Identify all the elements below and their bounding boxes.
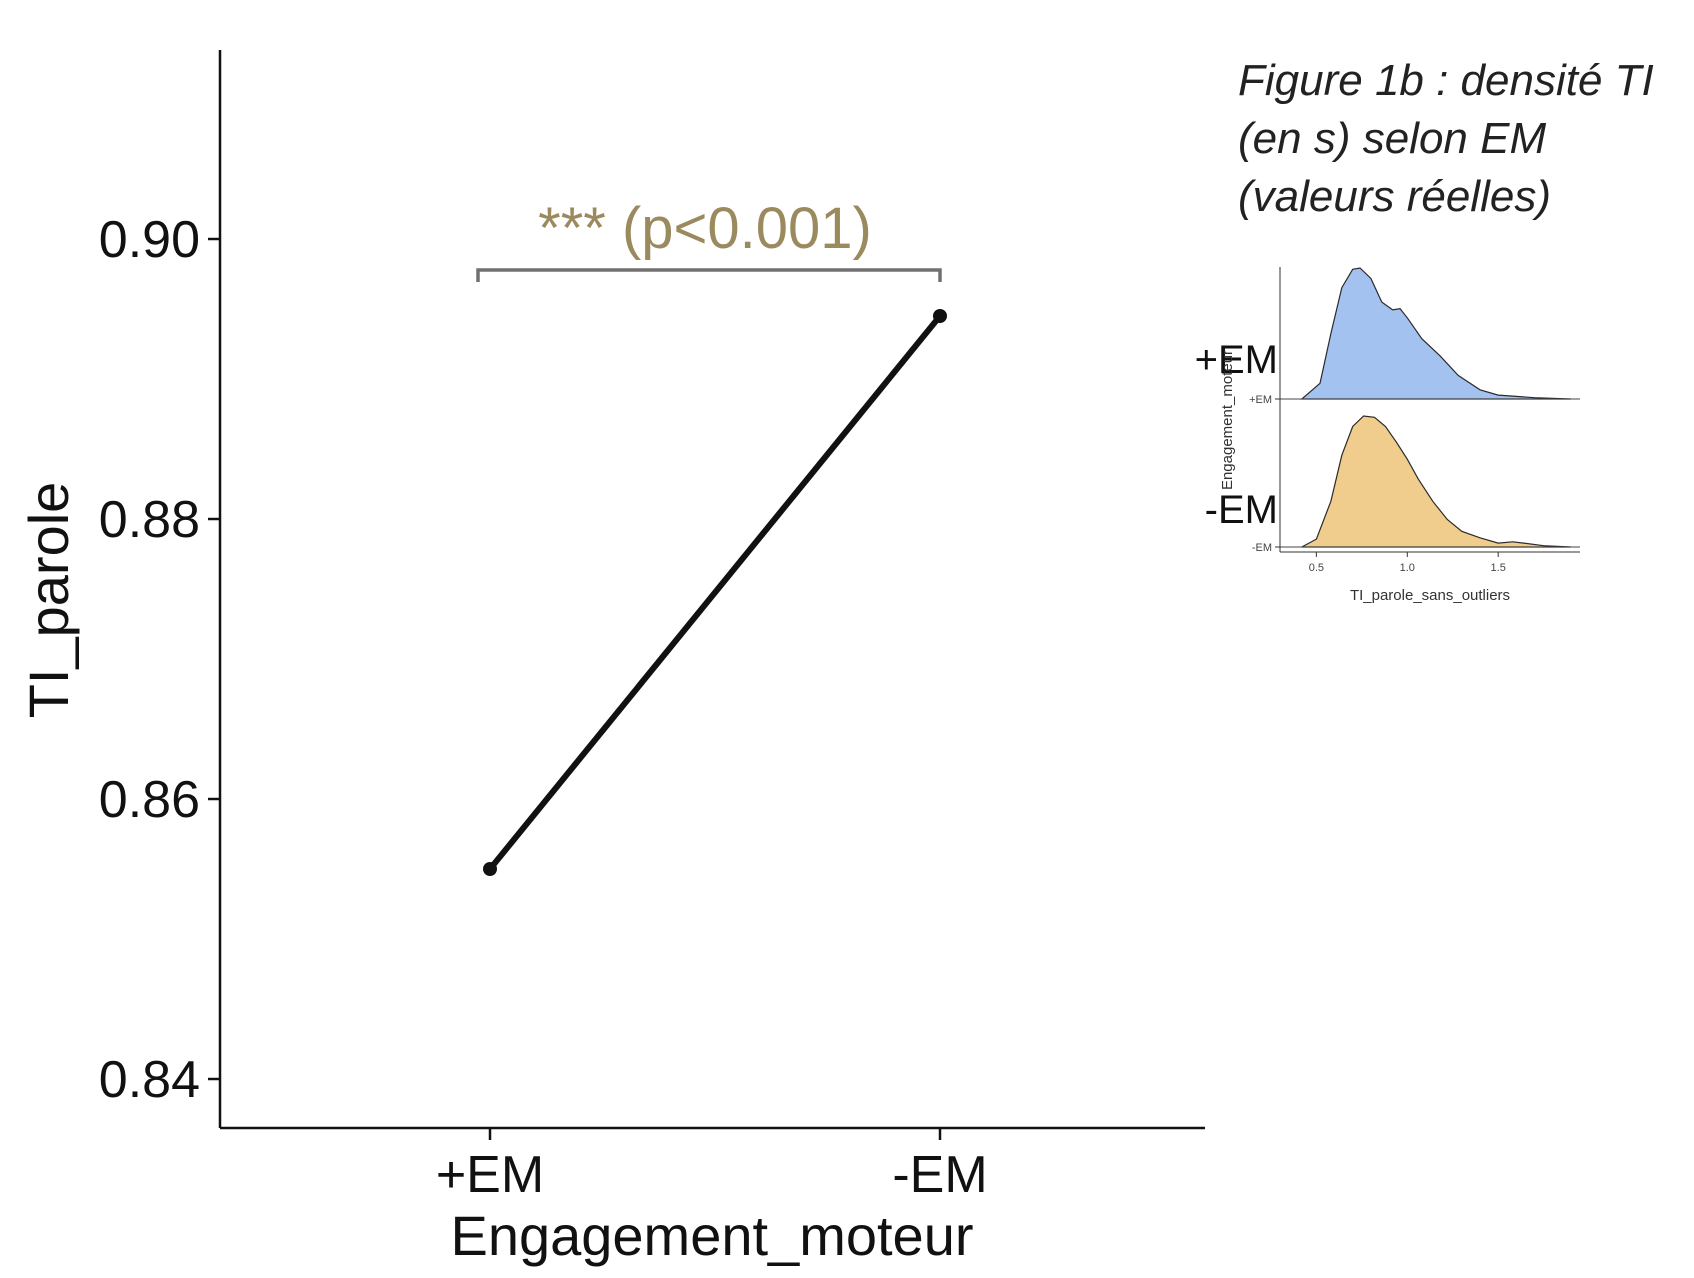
y-tick-label: 0.86 <box>99 771 200 829</box>
group-label: -EM <box>1205 488 1278 532</box>
y-axis-title: TI_parole <box>17 482 80 719</box>
group-label: +EM <box>1195 338 1278 382</box>
main-line-chart: 0.84 0.86 0.88 0.90 +EM -EM *** (p<0.001) En… <box>17 50 1205 1267</box>
y-tick-label: 0.88 <box>99 491 200 549</box>
data-point <box>933 309 947 323</box>
x-tick-label: 1.5 <box>1491 562 1506 574</box>
y-tick-label: +EM <box>1249 394 1272 406</box>
series-line <box>487 314 943 871</box>
inset-x-ticks: 0.5 1.0 1.5 <box>1309 552 1506 574</box>
caption-line-2: (en s) selon EM <box>1238 114 1547 163</box>
inset-ridges: +EM -EM <box>1249 267 1580 554</box>
significance-annotation: *** (p<0.001) <box>476 196 942 282</box>
x-tick-label: -EM <box>892 1146 987 1204</box>
significance-label: *** (p<0.001) <box>538 196 872 261</box>
inset-group-labels: +EM -EM <box>1195 338 1278 532</box>
caption-line-1: Figure 1b : densité TI <box>1238 56 1654 105</box>
density-ridge <box>1301 415 1571 548</box>
inset-density-chart: +EM -EM 0.5 1.0 1.5 +EM -EM TI_parole_sans_o… <box>1195 267 1580 604</box>
main-x-ticks: +EM -EM <box>436 1128 988 1204</box>
inset-x-axis-title: TI_parole_sans_outliers <box>1350 587 1510 604</box>
main-series <box>483 309 947 876</box>
data-point <box>483 862 497 876</box>
main-y-ticks: 0.84 0.86 0.88 0.90 <box>99 211 220 1109</box>
figure-caption: Figure 1b : densité TI (en s) selon EM (… <box>1238 52 1694 226</box>
x-tick-label: 1.0 <box>1400 562 1415 574</box>
significance-bracket <box>476 268 942 282</box>
x-axis-title: Engagement_moteur <box>450 1204 973 1267</box>
inset-y-axis-title: Engagement_moteur <box>1219 350 1236 490</box>
y-tick-label: 0.90 <box>99 211 200 269</box>
caption-line-3: (valeurs réelles) <box>1238 172 1551 221</box>
x-tick-label: 0.5 <box>1309 562 1324 574</box>
density-ridge <box>1300 267 1571 400</box>
y-tick-label: -EM <box>1252 542 1272 554</box>
y-tick-label: 0.84 <box>99 1051 200 1109</box>
x-tick-label: +EM <box>436 1146 544 1204</box>
